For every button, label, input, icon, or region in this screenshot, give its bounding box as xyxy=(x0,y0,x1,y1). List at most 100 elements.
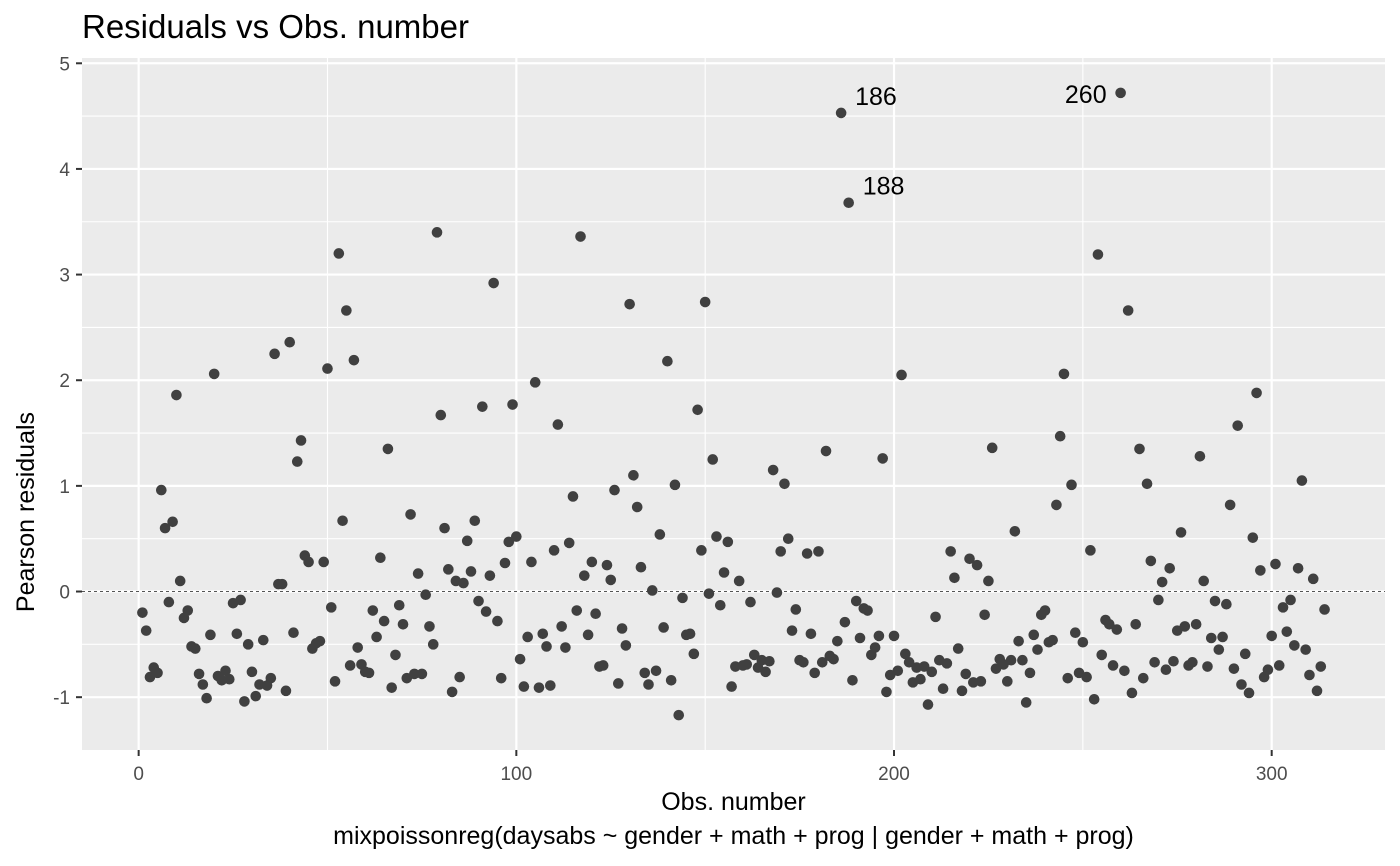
data-point xyxy=(881,686,892,698)
data-point xyxy=(646,585,658,596)
data-point xyxy=(571,605,583,616)
data-point xyxy=(888,630,900,642)
data-point xyxy=(782,533,794,545)
data-point xyxy=(707,454,719,465)
data-point xyxy=(960,668,972,680)
data-point xyxy=(828,653,839,665)
data-point xyxy=(276,578,288,590)
y-tick-label: 4 xyxy=(59,160,70,181)
data-point xyxy=(877,453,888,464)
data-point xyxy=(937,683,949,695)
data-point xyxy=(458,577,469,589)
data-point xyxy=(235,594,246,606)
data-point xyxy=(665,674,677,686)
x-tick-label: 300 xyxy=(1256,764,1288,785)
data-point xyxy=(250,690,262,702)
data-point xyxy=(1126,687,1138,699)
data-point xyxy=(239,696,250,707)
data-point xyxy=(1190,618,1202,630)
data-point xyxy=(265,672,277,684)
data-point xyxy=(873,630,885,642)
data-point xyxy=(1164,562,1176,574)
data-point xyxy=(1066,479,1077,491)
data-point xyxy=(798,657,809,668)
data-point xyxy=(609,484,620,496)
data-point xyxy=(809,667,821,679)
data-point xyxy=(378,615,390,627)
data-point xyxy=(514,653,526,665)
data-point xyxy=(1285,594,1296,606)
data-point xyxy=(1024,667,1036,679)
data-point xyxy=(325,602,337,613)
data-point xyxy=(922,699,934,710)
data-point xyxy=(280,685,292,697)
data-point xyxy=(382,443,394,455)
data-point xyxy=(586,556,598,568)
data-point xyxy=(303,556,314,568)
data-point xyxy=(503,536,515,548)
plot-panel xyxy=(82,58,1385,750)
data-point xyxy=(654,529,666,540)
y-tick-label: 0 xyxy=(59,583,70,604)
data-point xyxy=(711,531,722,542)
data-point xyxy=(431,227,443,238)
data-point xyxy=(1205,632,1217,644)
data-point xyxy=(288,627,299,639)
data-point xyxy=(371,631,382,643)
data-point xyxy=(722,536,734,548)
data-point xyxy=(635,561,647,573)
data-point xyxy=(597,660,609,671)
data-point xyxy=(1300,644,1311,655)
data-point xyxy=(518,681,530,692)
data-point xyxy=(156,484,167,496)
data-point xyxy=(465,566,477,577)
data-point xyxy=(869,642,881,653)
data-point xyxy=(220,665,231,677)
data-point xyxy=(552,419,564,430)
data-point xyxy=(1198,575,1210,587)
x-axis-ticks: 0 100 200 300 xyxy=(133,750,1288,785)
data-point xyxy=(1005,654,1017,666)
data-point xyxy=(348,354,360,366)
data-point xyxy=(786,625,798,636)
data-point xyxy=(563,537,575,549)
data-point xyxy=(900,648,911,660)
data-point xyxy=(405,509,416,520)
data-point xyxy=(469,515,481,527)
data-point xyxy=(699,296,711,308)
data-point xyxy=(847,674,858,686)
data-point xyxy=(318,556,330,568)
data-point xyxy=(1304,669,1315,681)
data-point xyxy=(892,665,904,677)
data-point xyxy=(416,668,428,680)
data-point xyxy=(1187,657,1198,668)
data-point xyxy=(1228,663,1240,674)
data-point xyxy=(650,665,662,677)
data-point xyxy=(1111,624,1123,635)
data-point xyxy=(1289,640,1300,651)
data-point xyxy=(613,678,624,689)
data-point xyxy=(367,605,379,616)
data-point xyxy=(850,595,862,607)
y-tick-label: -1 xyxy=(53,688,70,709)
data-point xyxy=(643,679,654,690)
data-point xyxy=(545,680,556,691)
data-point xyxy=(1251,387,1262,399)
data-point xyxy=(1292,562,1304,574)
data-point xyxy=(760,666,771,678)
data-point xyxy=(1153,594,1164,606)
data-point xyxy=(1232,420,1244,431)
data-point xyxy=(1054,430,1066,442)
data-point xyxy=(949,572,960,584)
data-point xyxy=(1096,649,1108,661)
data-point xyxy=(567,491,579,502)
data-point xyxy=(1315,661,1327,672)
data-point xyxy=(537,628,549,640)
data-point xyxy=(582,629,594,641)
data-point xyxy=(945,546,956,557)
data-point xyxy=(1307,573,1319,585)
data-point xyxy=(767,464,779,476)
data-point xyxy=(341,305,352,316)
data-point xyxy=(201,692,212,704)
